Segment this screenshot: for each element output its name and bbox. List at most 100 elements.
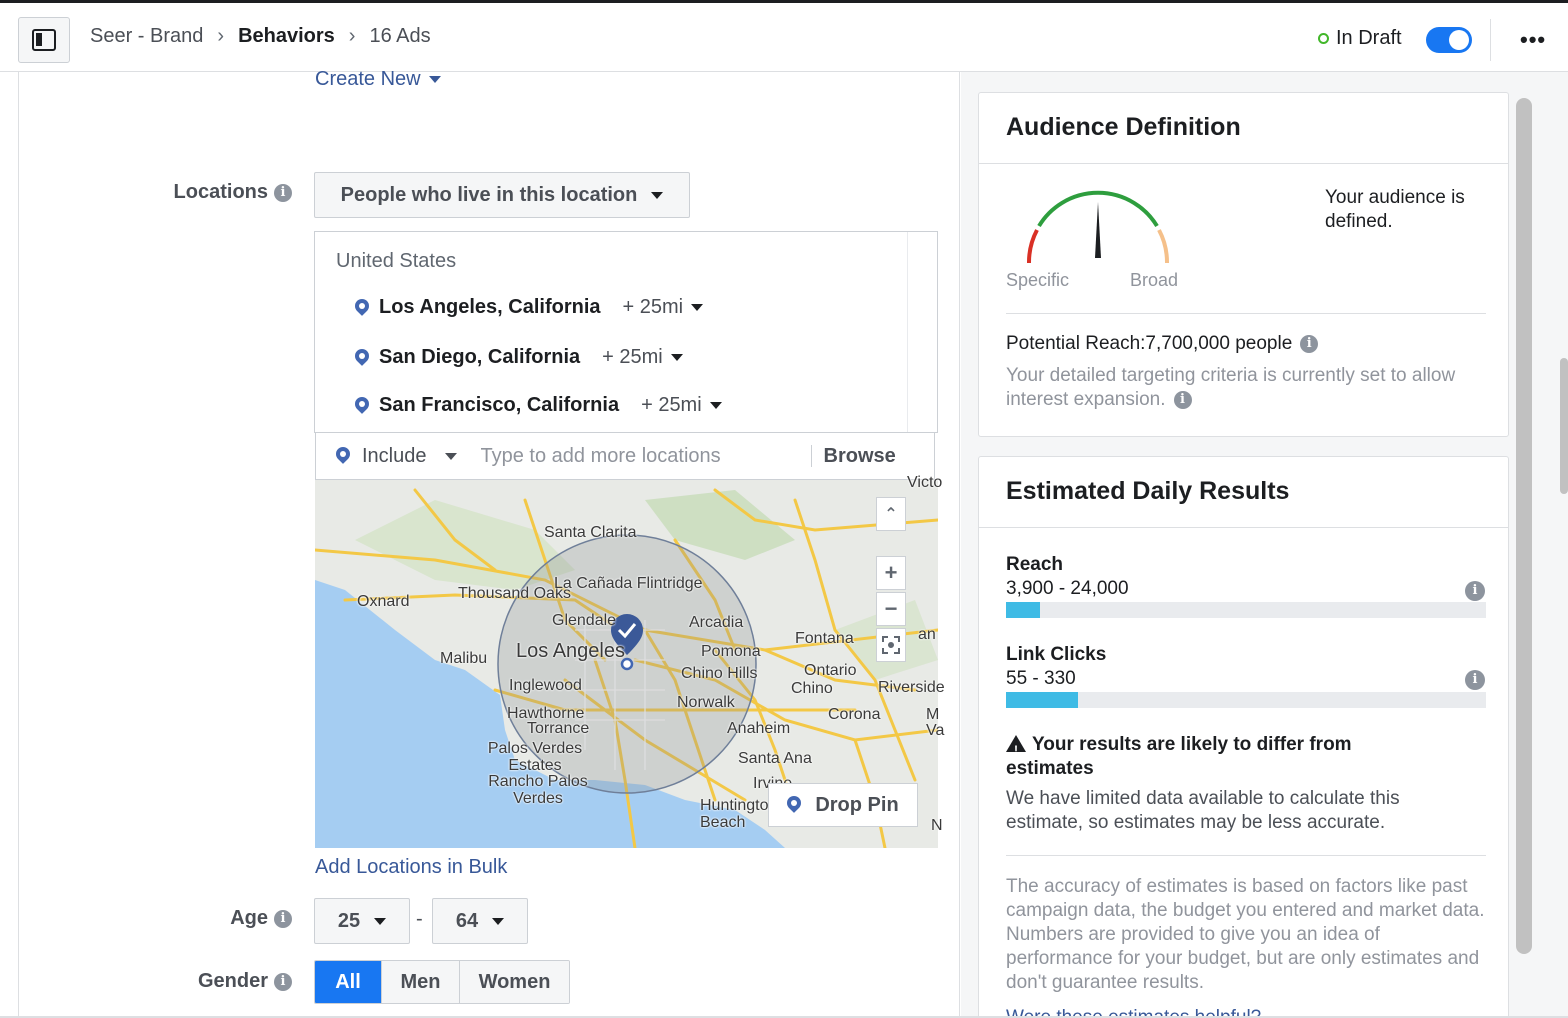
- location-item: San Diego, California + 25mi: [355, 346, 683, 369]
- caret-down-icon: [651, 191, 664, 199]
- map-label: an: [918, 626, 936, 643]
- breadcrumb: Seer - Brand › Behaviors › 16 Ads: [90, 25, 431, 48]
- card-title: Audience Definition: [1006, 113, 1241, 141]
- potential-reach-text: Potential Reach:7,700,000 people: [1006, 333, 1293, 354]
- divider: [1006, 313, 1486, 314]
- more-icon[interactable]: •••: [1520, 27, 1547, 52]
- map-label: Anaheim: [727, 720, 791, 737]
- caret-down-icon: [691, 304, 704, 312]
- age-label: Age i: [160, 907, 292, 930]
- location-radius-dropdown[interactable]: + 25mi: [623, 296, 704, 319]
- locations-label: Locations i: [130, 181, 292, 204]
- gender-label: Gender i: [140, 970, 292, 993]
- location-item: Los Angeles, California + 25mi: [355, 296, 704, 319]
- gender-option-men[interactable]: Men: [381, 961, 459, 1003]
- gender-option-women[interactable]: Women: [459, 961, 569, 1003]
- location-name: Los Angeles, California: [379, 296, 601, 318]
- map-label: Palos Verdes Estates: [487, 740, 583, 774]
- location-type-dropdown[interactable]: People who live in this location: [314, 172, 690, 218]
- gauge-label-broad: Broad: [1130, 270, 1179, 290]
- location-radius-value: + 25mi: [602, 346, 663, 368]
- divider: [1006, 855, 1486, 856]
- map-label: Pomona: [701, 643, 761, 660]
- map-label: Hawthorne: [507, 705, 585, 722]
- estimate-warning-title: Your results are likely to differ from e…: [1006, 733, 1406, 781]
- info-icon[interactable]: i: [1465, 670, 1485, 690]
- include-label: Include: [362, 444, 427, 467]
- metric-range: 3,900 - 24,000: [1006, 578, 1129, 599]
- map-label: Va: [926, 722, 945, 739]
- selected-locations-list: United States Los Angeles, California + …: [314, 231, 938, 433]
- location-radius-dropdown[interactable]: + 25mi: [641, 394, 722, 417]
- map-label: Victo: [907, 474, 943, 491]
- location-radius-dropdown[interactable]: + 25mi: [602, 346, 683, 369]
- age-max-dropdown[interactable]: 64: [432, 898, 528, 944]
- info-icon[interactable]: i: [1465, 581, 1485, 601]
- map-collapse-button[interactable]: ⌃: [876, 497, 906, 531]
- map-label: Corona: [828, 706, 881, 723]
- caret-down-icon: [428, 76, 441, 84]
- age-min-dropdown[interactable]: 25: [314, 898, 410, 944]
- breadcrumb-adset[interactable]: Behaviors: [238, 25, 335, 47]
- location-search-input[interactable]: [480, 444, 811, 468]
- warning-icon: [1006, 735, 1026, 762]
- chevron-right-icon: ›: [217, 25, 225, 47]
- chevron-up-icon: ⌃: [884, 506, 898, 523]
- info-icon[interactable]: i: [274, 183, 292, 202]
- page-scrollbar[interactable]: [1560, 358, 1568, 494]
- gender-option-all[interactable]: All: [315, 961, 381, 1003]
- divider: [0, 1016, 1568, 1018]
- drop-pin-label: Drop Pin: [815, 793, 899, 816]
- country-heading: United States: [336, 250, 457, 272]
- recenter-button[interactable]: [876, 628, 906, 662]
- estimate-warning-title-text: Your results are likely to differ from e…: [1006, 734, 1352, 779]
- map-label: Torrance: [527, 720, 590, 737]
- age-separator: -: [416, 908, 423, 930]
- list-scrollbar[interactable]: [907, 232, 937, 432]
- map-label: Fontana: [795, 630, 854, 647]
- divider: [979, 527, 1508, 528]
- info-icon[interactable]: i: [1173, 390, 1192, 409]
- info-icon[interactable]: i: [274, 909, 292, 928]
- top-bar: Seer - Brand › Behaviors › 16 Ads In Dra…: [0, 0, 1568, 72]
- status-dot-icon: [1318, 33, 1329, 44]
- location-pin-icon: [355, 349, 369, 367]
- info-icon[interactable]: i: [1300, 334, 1319, 353]
- estimate-warning-body: We have limited data available to calcul…: [1006, 788, 1400, 833]
- draft-toggle[interactable]: [1426, 27, 1472, 53]
- include-exclude-dropdown[interactable]: Include: [336, 445, 457, 468]
- age-min-value: 25: [337, 909, 361, 932]
- metric-range: 55 - 330: [1006, 668, 1076, 689]
- estimates-feedback-link[interactable]: Were these estimates helpful?: [1006, 1007, 1262, 1018]
- breadcrumb-ads[interactable]: 16 Ads: [369, 25, 431, 47]
- zoom-out-button[interactable]: −: [876, 592, 906, 626]
- map-label: Inglewood: [509, 677, 582, 694]
- gender-selector: All Men Women: [314, 960, 570, 1004]
- audience-summary: Your audience is defined.: [1325, 187, 1465, 232]
- draft-status: In Draft: [1318, 27, 1402, 50]
- summary-pane: Audience Definition Specific Broad Your …: [961, 72, 1568, 1018]
- map-label: Huntington Beach: [700, 797, 778, 831]
- estimate-disclaimer: The accuracy of estimates is based on fa…: [1006, 876, 1485, 993]
- gender-label-text: Gender: [197, 970, 268, 992]
- info-icon[interactable]: i: [274, 972, 292, 991]
- zoom-in-button[interactable]: +: [876, 556, 906, 590]
- breadcrumb-campaign[interactable]: Seer - Brand: [90, 25, 204, 47]
- map-label: La Cañada Flintridge: [554, 575, 703, 592]
- locations-label-text: Locations: [173, 181, 268, 203]
- link-clicks-bar-fill: [1006, 692, 1078, 708]
- create-new-link[interactable]: Create New: [315, 68, 441, 91]
- drop-pin-button[interactable]: Drop Pin: [768, 783, 918, 827]
- location-pin-icon: [336, 447, 350, 465]
- status-label: In Draft: [1336, 27, 1402, 49]
- summary-scrollbar[interactable]: [1516, 98, 1532, 954]
- location-radius-value: + 25mi: [641, 394, 702, 416]
- browse-button[interactable]: Browse: [823, 444, 896, 467]
- caret-down-icon: [670, 354, 683, 362]
- sidebar-toggle-button[interactable]: [18, 17, 70, 63]
- create-new-label: Create New: [315, 68, 421, 90]
- location-radius-value: + 25mi: [622, 296, 684, 318]
- location-map[interactable]: [315, 480, 938, 848]
- estimated-daily-results-card: Estimated Daily Results Reach 3,900 - 24…: [978, 456, 1509, 1018]
- add-locations-bulk-link[interactable]: Add Locations in Bulk: [315, 856, 508, 878]
